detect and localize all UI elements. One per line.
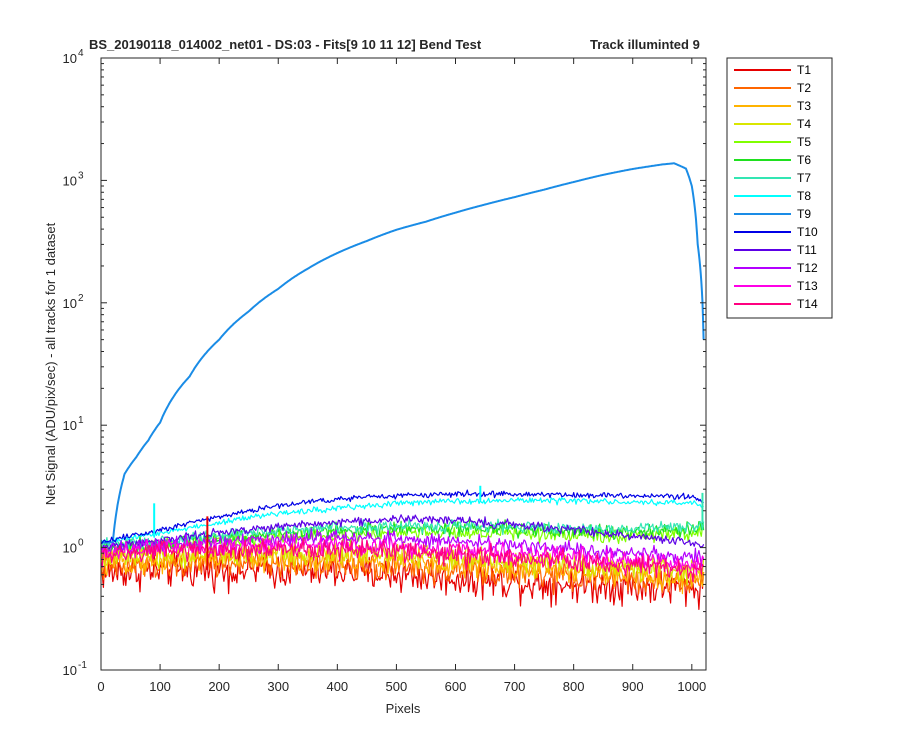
series-line-t11	[101, 514, 705, 551]
x-tick-label: 400	[326, 679, 348, 694]
series-line-t14	[101, 537, 705, 583]
legend-label-t2: T2	[797, 81, 811, 95]
series-line-t9	[101, 162, 705, 544]
legend-label-t13: T13	[797, 279, 818, 293]
legend-label-t9: T9	[797, 207, 811, 221]
y-tick-exponent: 0	[78, 538, 84, 549]
legend-box	[726, 57, 833, 319]
x-tick-label: 0	[97, 679, 104, 694]
chart-subtitle: Track illuminted 9	[590, 37, 700, 52]
y-tick-exponent: 1	[78, 415, 84, 426]
y-tick-exponent: 4	[78, 48, 84, 59]
y-tick-label: 10	[63, 173, 77, 188]
series-line-t10	[101, 489, 704, 545]
y-tick-exponent: 2	[78, 293, 84, 304]
legend-label-t1: T1	[797, 63, 811, 77]
y-tick-exponent: -1	[78, 660, 87, 671]
series-line-t7	[101, 517, 705, 550]
legend-label-t3: T3	[797, 99, 811, 113]
x-tick-label: 500	[386, 679, 408, 694]
legend: T1 T2 T3 T4 T5 T6 T7 T8 T9 T10 T11 T12 T13 T14	[726, 57, 833, 319]
x-tick-label: 900	[622, 679, 644, 694]
y-tick-exponent: 3	[78, 170, 84, 181]
y-tick-label: 10	[63, 541, 77, 556]
legend-label-t4: T4	[797, 117, 811, 131]
y-tick-label: 10	[63, 418, 77, 433]
legend-label-t11: T11	[797, 243, 817, 257]
x-axis-label: Pixels	[386, 701, 421, 716]
y-tick-label: 10	[63, 663, 77, 678]
series-line-t1	[101, 547, 705, 611]
x-tick-label: 100	[149, 679, 171, 694]
y-axis-label: Net Signal (ADU/pix/sec) - all tracks fo…	[43, 222, 58, 505]
legend-label-t10: T10	[797, 225, 818, 239]
x-tick-label: 800	[563, 679, 585, 694]
x-tick-label: 600	[445, 679, 467, 694]
legend-label-t8: T8	[797, 189, 811, 203]
chart-title: BS_20190118_014002_net01 - DS:03 - Fits[…	[89, 37, 482, 52]
x-tick-label: 700	[504, 679, 526, 694]
legend-label-t5: T5	[797, 135, 811, 149]
y-tick-label: 10	[63, 51, 77, 66]
axes-box	[100, 57, 707, 671]
legend-label-t12: T12	[797, 261, 818, 275]
x-tick-label: 200	[208, 679, 230, 694]
series-line-t8	[101, 496, 704, 544]
legend-label-t7: T7	[797, 171, 811, 185]
y-tick-label: 10	[63, 296, 77, 311]
x-tick-label: 1000	[677, 679, 706, 694]
x-tick-label: 300	[267, 679, 289, 694]
series-layer	[101, 162, 705, 611]
legend-label-t14: T14	[797, 297, 818, 311]
legend-label-t6: T6	[797, 153, 811, 167]
